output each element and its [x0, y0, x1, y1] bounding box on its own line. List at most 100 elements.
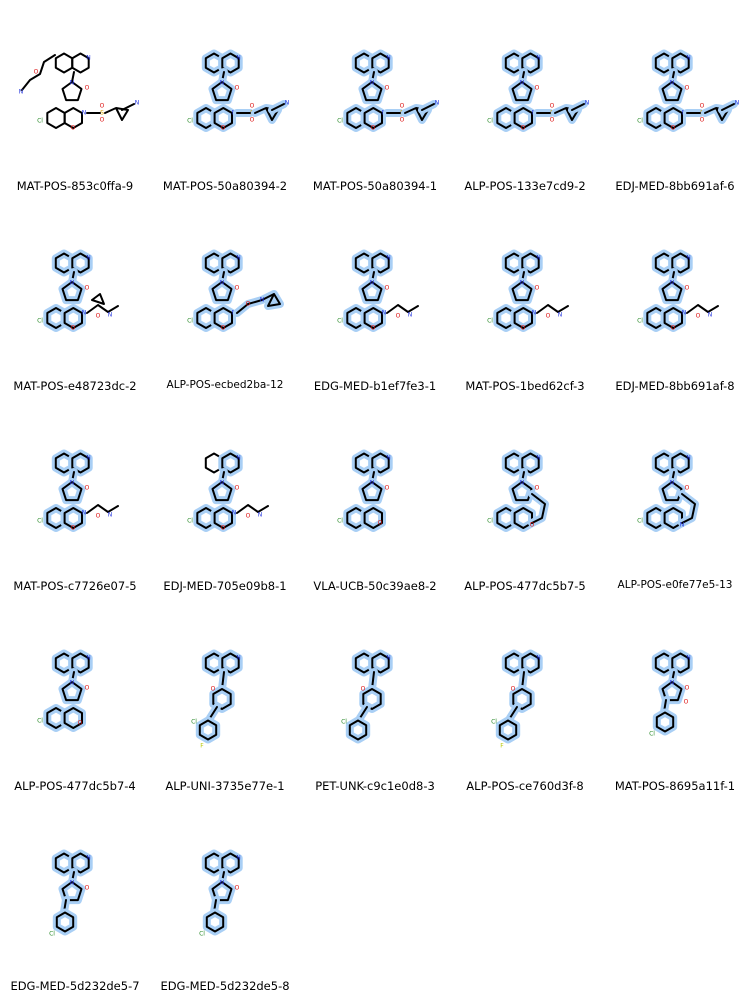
nitrogen-atom: N — [70, 880, 75, 887]
oxygen-atom: O — [100, 103, 105, 110]
molecule-cell: N O N Cl N O O N EDJ-MED-8bb691af-8 — [600, 200, 750, 400]
amide-chain-bond — [236, 504, 269, 514]
molecule-structure: N O Cl — [341, 649, 393, 744]
chlorine-atom: Cl — [191, 719, 197, 726]
molecule-id-label: EDJ-MED-705e09b8-1 — [163, 579, 287, 593]
oxygen-atom: O — [521, 125, 526, 132]
nitrile-nitrogen: N — [435, 100, 440, 107]
nitrogen-atom: N — [108, 312, 113, 319]
chlorine-atom: Cl — [37, 118, 43, 125]
nitrogen-atom: N — [70, 680, 75, 687]
pyridine-ring — [221, 852, 240, 874]
oxygen-atom: O — [246, 301, 251, 308]
molecule-cell: N O N Cl N O O N MAT-POS-c7726e07-5 — [0, 400, 150, 600]
molecule-drawing: N O N Cl O — [337, 449, 393, 532]
molecule-cell: N O Cl F ALP-UNI-3735e77e-1 — [150, 600, 300, 800]
oxygen-atom: O — [671, 125, 676, 132]
chlorine-atom: Cl — [337, 118, 343, 125]
lactam-ring — [211, 281, 233, 302]
amide-chain-bond — [686, 304, 719, 314]
molecule-structure: N O N Cl O — [649, 649, 693, 738]
nitrogen-atom: N — [520, 280, 525, 287]
chlorine-atom: Cl — [337, 518, 343, 525]
chlorine-atom: Cl — [49, 931, 55, 938]
saturated-ring — [63, 507, 83, 529]
molecule-cell: N O N Cl EDG-MED-5d232de5-8 — [150, 800, 300, 1000]
molecule-id-label: EDJ-MED-8bb691af-6 — [615, 179, 735, 193]
lactam-ring — [361, 81, 383, 102]
pyridine-ring — [521, 252, 540, 274]
molecule-id-label: EDG-MED-5d232de5-8 — [160, 979, 290, 993]
nitrogen-atom: N — [236, 655, 241, 662]
oxygen-atom: O — [400, 117, 405, 124]
molecule-id-label: MAT-POS-8695a11f-1 — [614, 779, 736, 793]
molecule-id-label: ALP-POS-477dc5b7-4 — [14, 779, 136, 793]
oxygen-atom: O — [235, 285, 240, 292]
nitrogen-atom: N — [370, 80, 375, 87]
oxygen-atom: O — [378, 520, 383, 527]
nitrogen-atom: N — [370, 480, 375, 487]
lactam-ring — [211, 881, 233, 902]
lactam-ring — [61, 681, 83, 702]
molecule-drawing: N O Cl F — [491, 649, 543, 750]
molecule-cell: N O N Cl N ALP-POS-e0fe77e5-13 — [600, 400, 750, 600]
nitrogen-atom: N — [220, 880, 225, 887]
oxygen-atom: O — [246, 513, 251, 520]
oxygen-atom: O — [71, 125, 76, 132]
saturated-ring — [213, 507, 233, 529]
molecule-structure: N O N Cl — [49, 849, 93, 938]
pyridine-ring — [671, 652, 690, 674]
molecule-structure: N O N Cl N — [637, 449, 699, 532]
molecule-cell: N O N Cl N O O N EDJ-MED-705e09b8-1 — [150, 400, 300, 600]
chlorine-atom: Cl — [637, 518, 643, 525]
oxygen-atom: O — [85, 85, 90, 92]
pyridine-ring — [671, 52, 690, 74]
lactam-ring — [661, 281, 683, 302]
amide-chain-bond — [86, 504, 119, 514]
nitrogen-atom: N — [232, 510, 237, 517]
molecule-id-label: ALP-POS-e0fe77e5-13 — [617, 579, 733, 591]
nitrogen-atom: N — [86, 255, 91, 262]
nitrogen-atom: N — [86, 855, 91, 862]
molecule-cell: N O N Cl N O O N MAT-POS-e48723dc-2 — [0, 200, 150, 400]
cyclopropyl-bond — [91, 293, 105, 305]
nitrile-nitrogen: N — [735, 100, 740, 107]
nitrile-nitrogen: N — [135, 100, 140, 107]
molecule-cell: N O N Cl N O S O O N MAT-POS-50a80394-2 — [150, 0, 300, 200]
saturated-ring — [63, 707, 83, 729]
molecule-id-label: MAT-POS-50a80394-2 — [162, 179, 288, 193]
chlorine-atom: Cl — [187, 518, 193, 525]
nitrogen-atom: N — [386, 55, 391, 62]
oxygen-atom: O — [34, 69, 39, 76]
cyclopropyl-chain-bond — [236, 293, 281, 314]
saturated-ring — [663, 107, 683, 129]
molecule-structure: N O N Cl — [199, 849, 243, 938]
nitrogen-atom: N — [19, 89, 24, 96]
oxygen-atom: O — [684, 699, 689, 706]
saturated-ring — [663, 507, 683, 529]
lactam-ring — [511, 281, 533, 302]
nitrogen-atom: N — [520, 480, 525, 487]
oxygen-atom: O — [400, 103, 405, 110]
nitrogen-atom: N — [682, 310, 687, 317]
saturated-ring — [513, 507, 533, 529]
oxygen-atom: O — [221, 125, 226, 132]
pyridine-ring — [521, 652, 540, 674]
chlorine-atom: Cl — [491, 719, 497, 726]
oxygen-atom: O — [221, 325, 226, 332]
bond — [509, 706, 518, 719]
nitrogen-atom: N — [108, 512, 113, 519]
oxygen-atom: O — [535, 85, 540, 92]
oxygen-atom: O — [71, 325, 76, 332]
nitrogen-atom: N — [236, 855, 241, 862]
oxygen-atom: O — [235, 485, 240, 492]
oxygen-atom: O — [211, 686, 216, 693]
pyridine-ring — [221, 52, 240, 74]
molecule-id-label: MAT-POS-c7726e07-5 — [13, 579, 137, 593]
